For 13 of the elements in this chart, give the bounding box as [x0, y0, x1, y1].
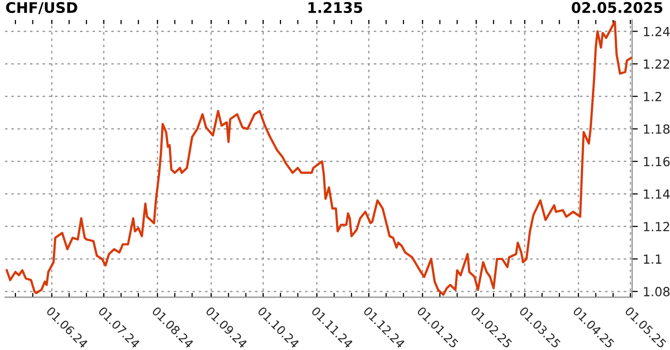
y-tick-label: 1.22 [644, 59, 670, 69]
y-tick-label: 1.1 [644, 254, 662, 264]
y-tick-label: 1.18 [644, 124, 670, 134]
chart-title: CHF/USD [6, 2, 78, 14]
y-tick-label: 1.14 [644, 190, 670, 199]
y-tick-label: 1.2 [644, 92, 662, 102]
y-tick-label: 1.12 [644, 222, 670, 232]
y-tick-label: 1.08 [644, 286, 670, 296]
text: 1.2135 [308, 2, 362, 14]
text: 02.05.2025 [572, 2, 662, 14]
y-tick-label: 1.24 [644, 26, 670, 36]
line-series [6, 20, 632, 296]
y-tick-label: 1.16 [644, 156, 670, 166]
